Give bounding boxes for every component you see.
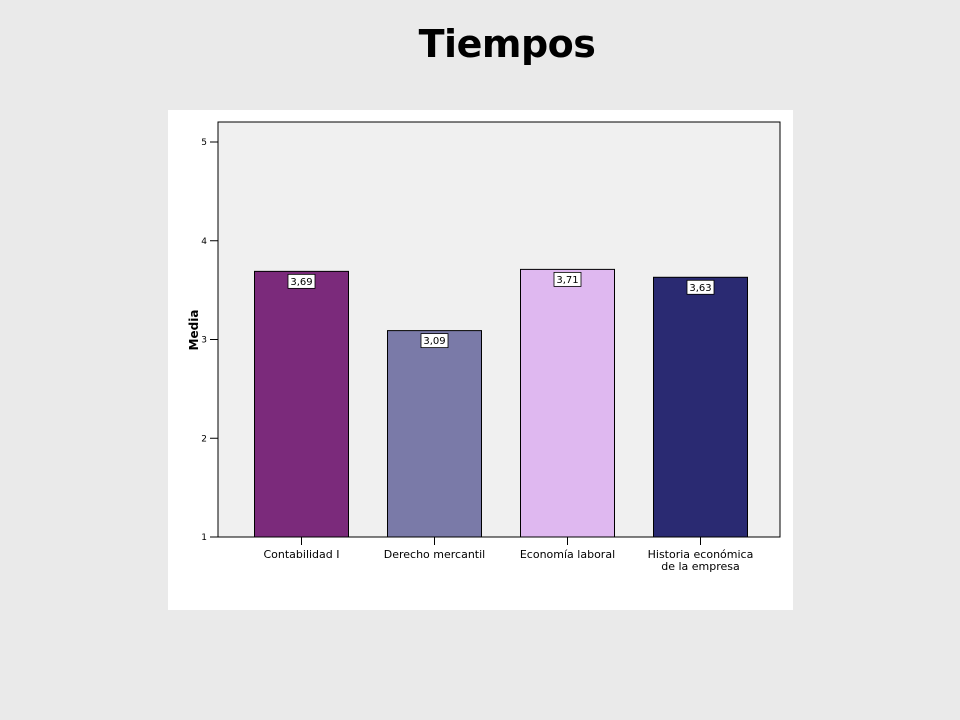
data-label-box [553, 271, 582, 287]
x-tick-label: Historia económica [648, 548, 754, 561]
x-tick-label: de la empresa [661, 560, 740, 573]
data-label-box [686, 279, 715, 295]
y-tick-label: 4 [201, 237, 207, 247]
slide-title: Tiempos [418, 22, 596, 66]
bar [254, 270, 349, 538]
data-label: 3,63 [689, 283, 711, 294]
y-axis-title: Media [187, 310, 201, 351]
bar [387, 330, 482, 538]
x-tick-label: Economía laboral [520, 548, 615, 561]
data-label-box [420, 333, 449, 349]
y-tick-label: 1 [201, 533, 207, 543]
data-label: 3,09 [423, 336, 445, 347]
bars-group: 3,69 3,09 3,71 3,63 [254, 268, 748, 538]
data-label: 3,71 [556, 275, 578, 286]
bar [653, 276, 748, 538]
y-tick-label: 5 [201, 138, 207, 148]
bar [520, 268, 615, 538]
x-tick-label: Contabilidad I [263, 548, 339, 561]
y-tick-label: 2 [201, 434, 207, 444]
x-tick-label: Derecho mercantil [384, 548, 485, 561]
bar-chart: 1 2 3 4 5 3,69 3,09 3,71 3,63 Contabilidad I Der… [187, 121, 781, 573]
x-axis: Contabilidad I Derecho mercantil Economía … [263, 537, 753, 573]
chart-panel: 1 2 3 4 5 3,69 3,09 3,71 3,63 Contabilidad I Der… [168, 110, 793, 610]
y-axis: 1 2 3 4 5 [201, 138, 218, 543]
data-label-box [287, 273, 316, 289]
data-label: 3,69 [290, 277, 312, 288]
y-tick-label: 3 [201, 336, 207, 346]
